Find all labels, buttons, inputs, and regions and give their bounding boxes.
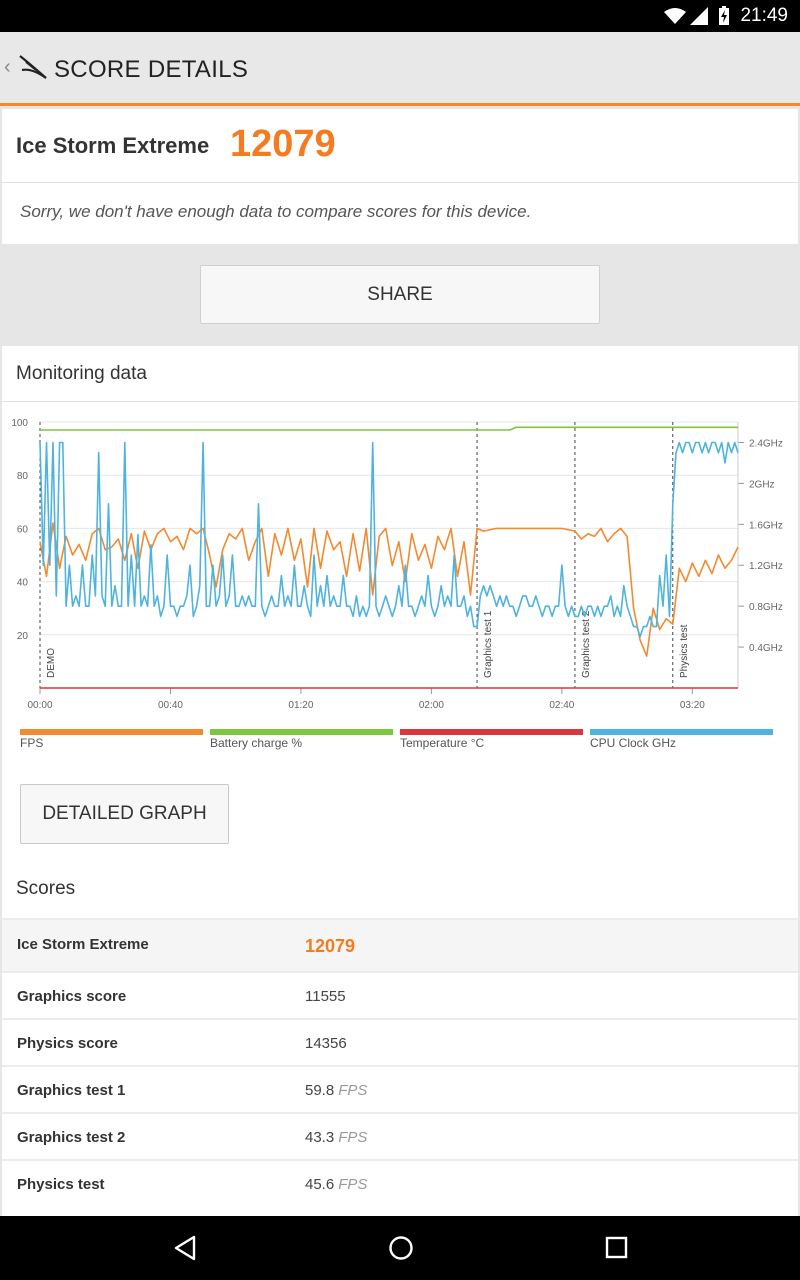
legend-swatch	[210, 729, 393, 735]
score-value-text: 43.3	[305, 1129, 335, 1146]
test-marker-label: DEMO	[46, 648, 57, 678]
app-bar: ‹ SCORE DETAILS	[0, 32, 800, 106]
score-row-name: Graphics score	[17, 988, 127, 1005]
legend-swatch	[400, 729, 583, 735]
score-row-value: 12079	[305, 936, 355, 957]
x-tick-label: 00:40	[158, 700, 183, 711]
score-unit: FPS	[338, 1082, 368, 1099]
score-summary-card: Ice Storm Extreme 12079 Sorry, we don't …	[2, 109, 798, 244]
divider	[2, 401, 798, 402]
x-tick-label: 01:20	[288, 700, 313, 711]
cell-signal-icon	[690, 7, 708, 25]
y-left-tick-label: 60	[17, 524, 29, 535]
wifi-icon	[664, 8, 686, 24]
score-value-text: 12079	[305, 936, 356, 956]
score-row-value: 59.8 FPS	[305, 1082, 367, 1099]
page-title: SCORE DETAILS	[54, 56, 249, 83]
score-row-value: 45.6 FPS	[305, 1176, 367, 1193]
series-line-cpu-clock-ghz	[39, 441, 739, 638]
y-left-tick-label: 80	[17, 471, 29, 482]
score-row-name: Graphics test 2	[17, 1129, 126, 1146]
test-marker-label: Graphics test 2	[581, 610, 592, 678]
score-row-name: Physics test	[17, 1176, 105, 1193]
x-tick-label: 03:20	[680, 700, 705, 711]
score-value-text: 45.6	[305, 1176, 335, 1193]
y-right-tick-label: 1.2GHz	[749, 561, 783, 572]
battery-charging-icon	[719, 6, 729, 25]
monitoring-heading: Monitoring data	[16, 363, 147, 384]
x-tick-label: 02:00	[419, 700, 444, 711]
legend-label: Battery charge %	[210, 736, 302, 750]
status-clock: 21:49	[740, 5, 788, 26]
benchmark-name: Ice Storm Extreme	[16, 133, 210, 158]
score-row: Graphics test 1 59.8 FPS	[2, 1065, 798, 1112]
y-right-tick-label: 0.4GHz	[749, 643, 783, 654]
divider	[2, 182, 798, 183]
test-marker-label: Physics test	[679, 624, 690, 678]
nav-recents-icon[interactable]	[604, 1234, 630, 1262]
legend-label: CPU Clock GHz	[590, 736, 676, 750]
score-row-value: 11555	[305, 988, 346, 1005]
y-right-tick-label: 2GHz	[749, 479, 775, 490]
y-left-tick-label: 20	[17, 631, 29, 642]
plot-area	[40, 422, 738, 688]
score-row-name: Graphics test 1	[17, 1082, 126, 1099]
score-row-value: 43.3 FPS	[305, 1129, 367, 1146]
status-bar: 21:49	[0, 0, 800, 32]
score-row: Physics test 45.6 FPS	[2, 1159, 798, 1206]
y-right-tick-label: 1.6GHz	[749, 520, 783, 531]
y-left-tick-label: 40	[17, 578, 29, 589]
score-unit: FPS	[338, 1176, 368, 1193]
score-row: Ice Storm Extreme 12079	[2, 918, 798, 971]
x-tick-label: 00:00	[27, 700, 52, 711]
score-row-value: 14356	[305, 1035, 347, 1052]
y-right-tick-label: 0.8GHz	[749, 602, 783, 613]
back-chevron-icon[interactable]: ‹	[4, 56, 11, 78]
scores-heading: Scores	[16, 878, 76, 899]
series-line-fps	[39, 522, 739, 657]
score-value-text: 14356	[305, 1035, 347, 1052]
overall-score: 12079	[230, 123, 336, 165]
y-right-tick-label: 2.4GHz	[749, 438, 783, 449]
legend-label: Temperature °C	[400, 736, 484, 750]
score-row: Physics score 14356	[2, 1018, 798, 1065]
legend-label: FPS	[20, 736, 43, 750]
score-row: Graphics test 2 43.3 FPS	[2, 1112, 798, 1159]
scores-table: Ice Storm Extreme 12079 Graphics score 1155…	[2, 918, 798, 1206]
nav-back-icon[interactable]	[172, 1234, 198, 1262]
score-row: Graphics score 11555	[2, 971, 798, 1018]
y-left-tick-label: 100	[11, 418, 28, 429]
series-line-battery-charge-	[40, 426, 738, 431]
share-button[interactable]: SHARE	[200, 265, 600, 324]
score-value-text: 59.8	[305, 1082, 335, 1099]
legend-swatch	[590, 729, 773, 735]
nav-home-icon[interactable]	[387, 1234, 415, 1262]
navigation-bar	[0, 1216, 800, 1280]
3dmark-logo-icon[interactable]	[18, 52, 48, 82]
score-unit: FPS	[338, 1129, 368, 1146]
score-row-name: Physics score	[17, 1035, 118, 1052]
monitoring-chart[interactable]: 100 80 60 40 20 2.4GHz 2GHz 1.6GHz 1.2GHz 0.8GHz 0…	[0, 400, 800, 770]
x-tick-label: 02:40	[549, 700, 574, 711]
score-value-text: 11555	[305, 988, 346, 1005]
score-row-name: Ice Storm Extreme	[17, 936, 149, 953]
comparison-message: Sorry, we don't have enough data to comp…	[20, 202, 532, 221]
test-marker-label: Graphics test 1	[483, 610, 494, 678]
legend-swatch	[20, 729, 203, 735]
detailed-graph-button[interactable]: DETAILED GRAPH	[20, 784, 229, 844]
